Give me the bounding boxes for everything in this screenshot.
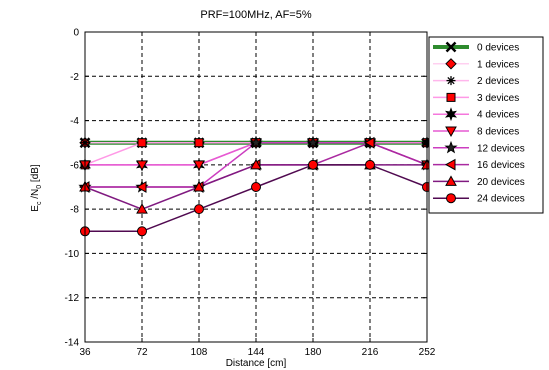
y-tick-label: -6 (70, 160, 79, 171)
y-label-unit: [dB] (30, 164, 41, 185)
legend-entry-label: 3 devices (477, 93, 519, 104)
y-tick-label: -12 (65, 293, 80, 304)
legend-marker-9 (446, 193, 456, 204)
plot-frame (84, 31, 428, 343)
y-tick-label: 0 (73, 28, 79, 39)
series-5-point (193, 160, 205, 171)
x-tick-label: 180 (305, 347, 322, 358)
legend-entry-label: 0 devices (477, 43, 519, 54)
legend-marker-0 (445, 41, 457, 53)
series-8-point (136, 203, 148, 214)
series-9-point (308, 159, 318, 170)
x-tick-label: 144 (248, 347, 265, 358)
series-9-point (194, 204, 204, 215)
legend-entry-label: 4 devices (477, 110, 519, 121)
y-tick-label: -4 (70, 116, 79, 127)
legend-entry-label: 12 devices (477, 143, 525, 154)
series-7-point (363, 136, 375, 149)
series-5-point (136, 160, 148, 171)
legend-marker-8 (445, 175, 457, 186)
x-tick-label: 36 (79, 347, 91, 358)
y-label-sub-c: c (36, 201, 43, 205)
y-axis-label: Ec /N0 [dB] (30, 164, 43, 212)
series-8-point (193, 180, 205, 192)
series-6-point (306, 135, 320, 149)
series-9-point (251, 182, 261, 192)
legend-marker-6 (444, 140, 458, 154)
y-tick-labels: 0 -2 -4 -6 -8 -10 -12 -14 (65, 28, 80, 349)
chart-title: PRF=100MHz, AF=5% (200, 9, 311, 21)
legend-marker-4 (445, 107, 457, 122)
legend-entry-label: 8 devices (477, 127, 519, 138)
legend-marker-2 (446, 76, 456, 86)
y-tick-label: -8 (70, 205, 79, 216)
series-3-point (137, 138, 147, 148)
legend-entry-label: 2 devices (477, 76, 519, 87)
legend: 0 devices 1 devices 2 devices 3 devices 4 de… (428, 36, 544, 214)
y-tick-label: -14 (65, 338, 80, 349)
x-axis-label: Distance [cm] (226, 358, 287, 369)
x-tick-labels: 36 72 108 144 180 216 252 (79, 347, 435, 358)
legend-entry-label: 20 devices (477, 177, 525, 188)
legend-marker-1 (445, 58, 457, 70)
y-label-mid: /N (30, 189, 41, 202)
series-6-point (249, 135, 263, 149)
y-tick-label: -2 (70, 72, 79, 83)
series-8-point (250, 158, 262, 170)
series-9-point (137, 226, 147, 237)
x-tick-label: 108 (191, 347, 208, 358)
x-tick-label: 252 (419, 347, 436, 358)
legend-entry-label: 24 devices (477, 194, 525, 205)
x-tick-label: 216 (362, 347, 379, 358)
legend-entry-label: 16 devices (477, 160, 525, 171)
x-tick-label: 72 (136, 347, 148, 358)
legend-marker-7 (444, 158, 456, 171)
legend-marker-3 (446, 92, 456, 102)
legend-marker-5 (445, 126, 457, 138)
y-label-main: E (30, 205, 41, 212)
legend-entry-label: 1 devices (477, 59, 519, 70)
y-tick-label: -10 (65, 249, 80, 260)
y-label-sub-0: 0 (36, 185, 43, 189)
series-3-point (194, 138, 204, 148)
series-7-point (135, 181, 147, 193)
series-9-point (365, 159, 375, 170)
